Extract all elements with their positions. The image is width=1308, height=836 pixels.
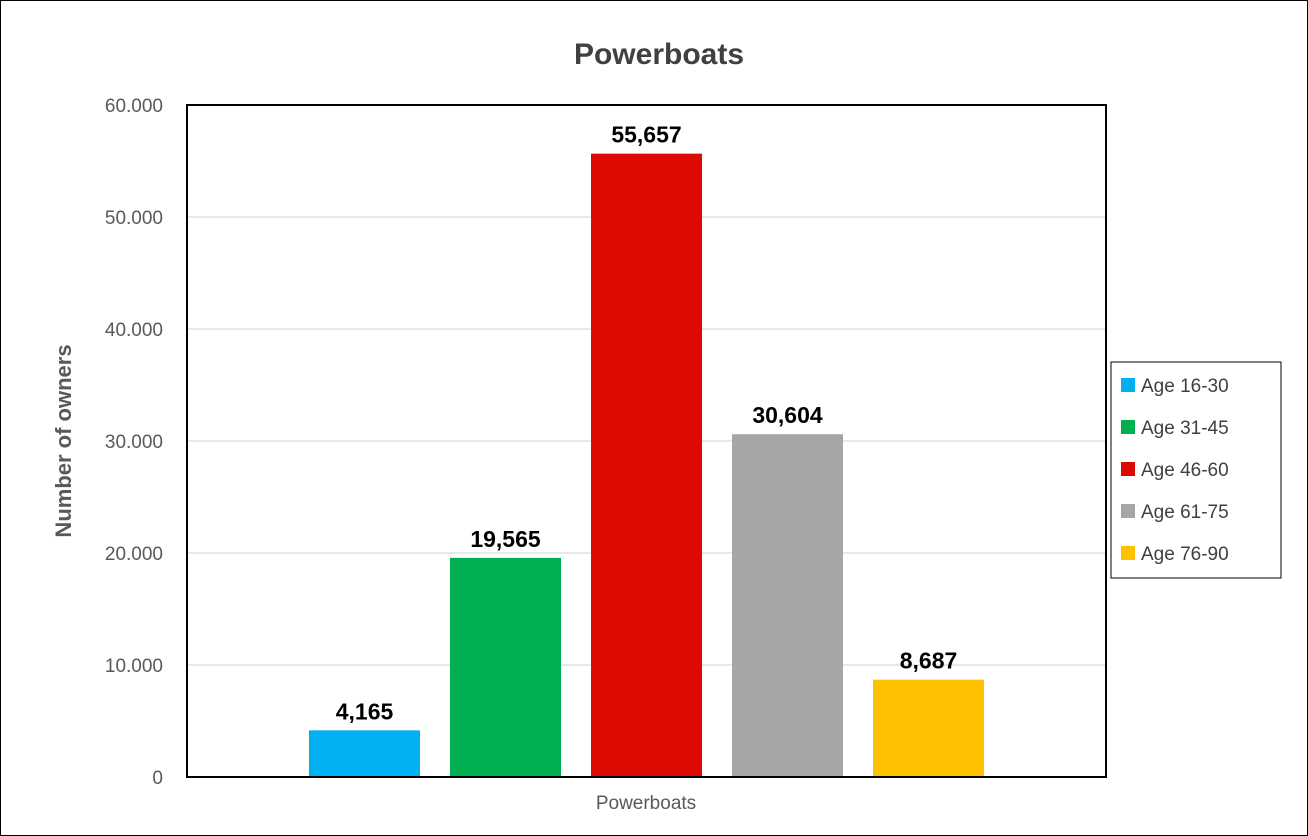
legend-swatch bbox=[1121, 378, 1135, 392]
y-tick-label: 60.000 bbox=[105, 96, 163, 117]
legend-swatch bbox=[1121, 462, 1135, 476]
chart-title: Powerboats bbox=[574, 38, 744, 71]
plot-area bbox=[186, 104, 1107, 778]
y-tick-label: 40.000 bbox=[105, 320, 163, 341]
legend-item-label: Age 76-90 bbox=[1141, 544, 1229, 565]
y-axis-label: Number of owners bbox=[51, 344, 76, 537]
y-tick-label: 0 bbox=[152, 768, 163, 789]
bar-age-61-75 bbox=[732, 434, 843, 777]
bar-age-76-90 bbox=[873, 679, 984, 777]
legend-swatch bbox=[1121, 420, 1135, 434]
bar-age-31-45 bbox=[450, 557, 561, 777]
x-category-label: Powerboats bbox=[596, 793, 696, 814]
data-label: 30,604 bbox=[752, 402, 823, 428]
legend-swatch bbox=[1121, 546, 1135, 560]
data-label: 8,687 bbox=[900, 648, 958, 674]
y-axis-ticks: 0 10.000 20.000 30.000 40.000 50.000 60.000 bbox=[105, 96, 163, 789]
bars bbox=[309, 153, 984, 777]
y-tick-label: 20.000 bbox=[105, 544, 163, 565]
y-tick-label: 50.000 bbox=[105, 208, 163, 229]
y-tick-label: 10.000 bbox=[105, 656, 163, 677]
bar-age-16-30 bbox=[309, 730, 420, 777]
bar-age-46-60 bbox=[591, 153, 702, 777]
legend: Age 16-30 Age 31-45 Age 46-60 Age 61-75 Age … bbox=[1110, 361, 1282, 579]
legend-item-label: Age 61-75 bbox=[1141, 502, 1229, 523]
data-label: 4,165 bbox=[336, 698, 394, 724]
legend-swatch bbox=[1121, 504, 1135, 518]
data-label: 55,657 bbox=[611, 122, 681, 148]
legend-item-label: Age 16-30 bbox=[1141, 376, 1229, 397]
legend-item-label: Age 31-45 bbox=[1141, 418, 1229, 439]
y-tick-label: 30.000 bbox=[105, 432, 163, 453]
data-labels: 4,165 19,565 55,657 30,604 8,687 bbox=[336, 122, 958, 725]
legend-item-label: Age 46-60 bbox=[1141, 460, 1229, 481]
data-label: 19,565 bbox=[470, 526, 541, 552]
legend-box bbox=[1110, 361, 1282, 579]
